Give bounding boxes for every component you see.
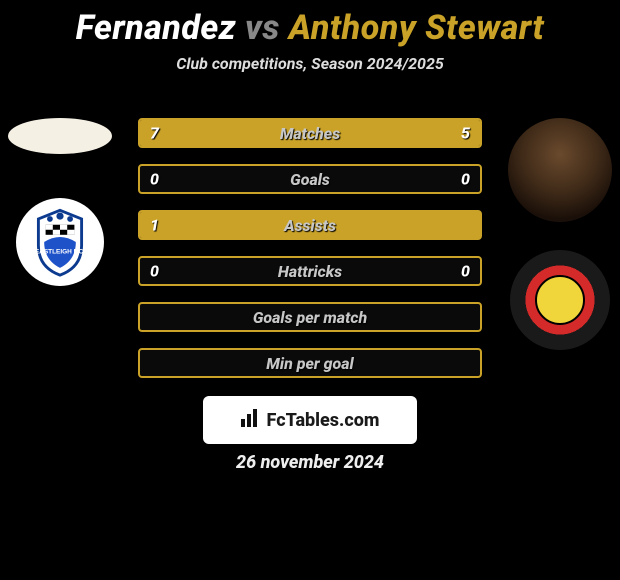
stat-label: Min per goal <box>266 354 353 373</box>
stat-row-hattricks: 0 Hattricks 0 <box>138 256 482 286</box>
player2-club-crest <box>510 250 610 350</box>
player2-avatar <box>508 118 612 222</box>
stat-row-goals-per-match: Goals per match <box>138 302 482 332</box>
brand-text: FcTables.com <box>267 410 380 431</box>
player1-column: EASTLEIGH F.C. <box>8 118 112 286</box>
player1-avatar <box>8 118 112 154</box>
stat-value-left: 0 <box>150 170 159 189</box>
player2-column <box>508 118 612 350</box>
player2-name: Anthony Stewart <box>289 8 545 48</box>
stat-value-right: 0 <box>461 170 470 189</box>
stat-row-matches: 7 Matches 5 <box>138 118 482 148</box>
chart-icon <box>241 409 261 432</box>
stat-label: Matches <box>280 124 340 143</box>
stat-label: Hattricks <box>278 262 342 281</box>
ebbsfleet-crest-icon <box>535 275 585 325</box>
comparison-title: Fernandez vs Anthony Stewart <box>0 0 620 48</box>
svg-text:EASTLEIGH F.C.: EASTLEIGH F.C. <box>35 249 86 256</box>
stat-row-goals: 0 Goals 0 <box>138 164 482 194</box>
stat-fill-right <box>337 120 480 146</box>
player1-name: Fernandez <box>76 8 236 48</box>
stat-row-assists: 1 Assists <box>138 210 482 240</box>
eastleigh-crest-icon: EASTLEIGH F.C. <box>24 206 96 278</box>
stat-value-right: 5 <box>461 124 470 143</box>
stat-row-min-per-goal: Min per goal <box>138 348 482 378</box>
player1-club-crest: EASTLEIGH F.C. <box>16 198 104 286</box>
stat-label: Goals per match <box>253 308 367 327</box>
stat-value-left: 7 <box>150 124 159 143</box>
stat-label: Goals <box>290 170 330 189</box>
stat-value-left: 0 <box>150 262 159 281</box>
brand-link[interactable]: FcTables.com <box>203 396 417 444</box>
stats-list: 7 Matches 5 0 Goals 0 1 Assists 0 Hattri… <box>138 118 482 378</box>
stat-value-left: 1 <box>150 216 159 235</box>
comparison-date: 26 november 2024 <box>236 452 384 473</box>
vs-separator: vs <box>245 8 280 48</box>
stat-label: Assists <box>284 216 336 235</box>
season-subtitle: Club competitions, Season 2024/2025 <box>0 54 620 73</box>
stat-value-right: 0 <box>461 262 470 281</box>
